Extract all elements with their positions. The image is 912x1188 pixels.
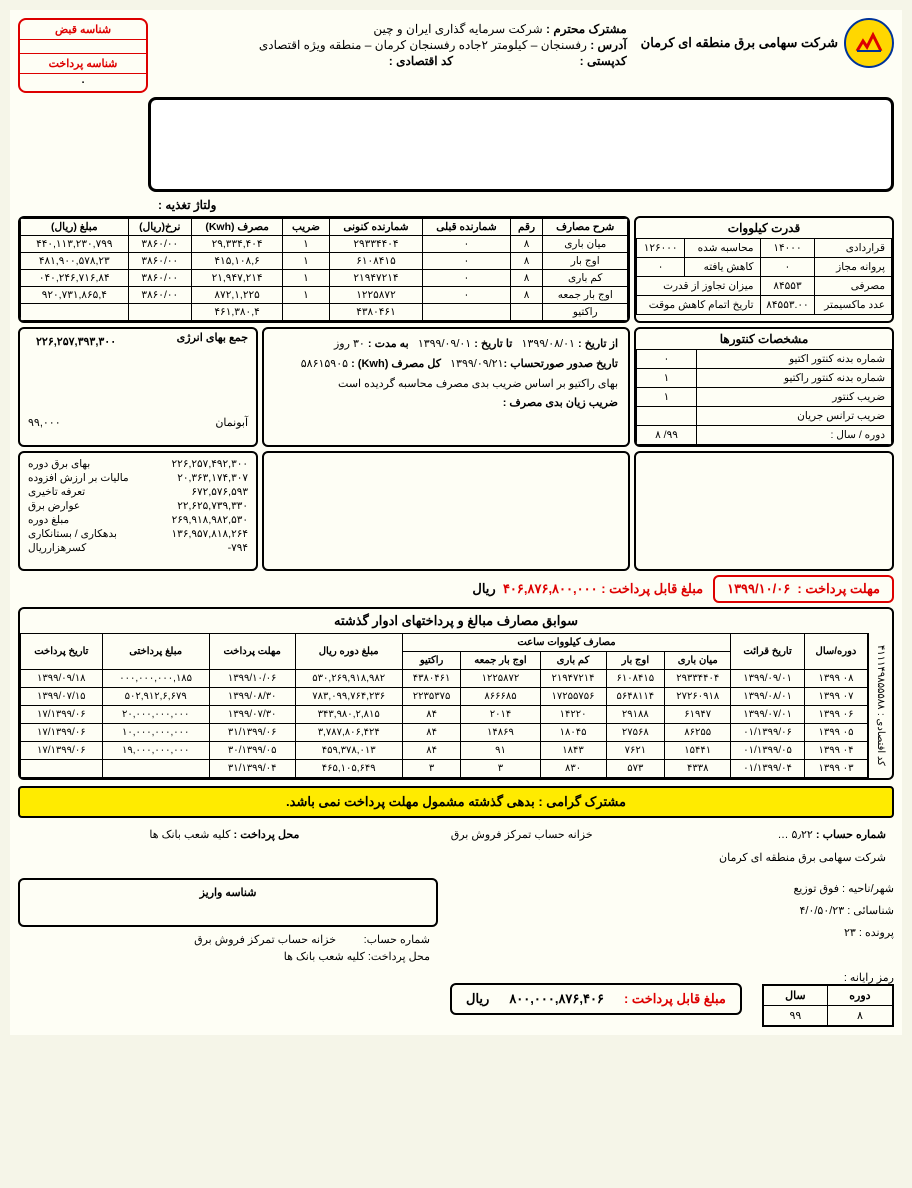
history-table: دوره/سال تاریخ قرائت مصارف کیلووات ساعت … [20, 633, 868, 778]
usage-table: شرح مصارفرقمشمارنده قبلیشمارنده کنونیضری… [20, 218, 628, 321]
kw-table: قراردادی١۴٠٠٠محاسبه شده١٢۶٠٠٠ پروانه مجا… [636, 238, 892, 315]
customer-name: شرکت سرمایه گذاری ایران و چین [373, 22, 542, 36]
company-line: شرکت سهامی برق منطقه ای کرمان [18, 847, 894, 868]
bill-document: شرکت سهامی برق منطقه ای کرمان مشترک محتر… [10, 10, 902, 1035]
meter-table: شماره بدنه کنتور اکتیو٠شماره بدنه کنتور … [636, 349, 892, 445]
deposit-box: شناسه واریز [18, 878, 438, 927]
usage-box: شرح مصارفرقمشمارنده قبلیشمارنده کنونیضری… [18, 216, 630, 323]
ramz-area: رمز رایانه : دورهسال ٨٩٩ [762, 971, 894, 1027]
account-info-row: شماره حساب : ۵٫٢٢ … خزانه حساب تمرکز فرو… [18, 824, 894, 845]
history-title: سوابق مصارف مبالغ و پرداختهای ادوار گذشت… [20, 609, 892, 633]
blank-box-1 [634, 451, 894, 571]
yellow-notice: مشترک گرامی : بدهی گذشته مشمول مهلت پردا… [18, 786, 894, 818]
deadline-box: مهلت پرداخت : ١٣٩٩/١٠/٠۶ [713, 575, 894, 603]
bill-id-value [20, 40, 146, 54]
deposit-area: شناسه واریز شماره حساب: خزانه حساب تمرکز… [18, 878, 438, 965]
header: شرکت سهامی برق منطقه ای کرمان مشترک محتر… [18, 18, 894, 93]
final-row: رمز رایانه : دورهسال ٨٩٩ مبلغ قابل پرداخ… [18, 971, 894, 1027]
payable-line: مبلغ قابل پرداخت : ۴٠۶,٨٧۶,٨٠٠,٠٠٠ ریال [472, 581, 703, 597]
deadline-bar: مهلت پرداخت : ١٣٩٩/١٠/٠۶ مبلغ قابل پرداخ… [18, 575, 894, 603]
company-name: شرکت سهامی برق منطقه ای کرمان [641, 35, 838, 51]
volt-label: ولتاژ تغذیه : [158, 198, 216, 212]
company-logo-icon [844, 18, 894, 68]
pay-id-label: شناسه پرداخت [20, 54, 146, 74]
address-label: آدرس : [590, 38, 626, 52]
bottom-section: شهر/ناحیه : فوق توزیع شناسائی : ۴/٠/۵٠/٢… [18, 878, 894, 965]
redacted-area [148, 97, 894, 192]
location-info: شهر/ناحیه : فوق توزیع شناسائی : ۴/٠/۵٠/٢… [468, 878, 894, 944]
econ-code-side: کد اقتصادی : ۴١١١۴٩٨۵۵۵٨٨ [868, 633, 892, 778]
bill-id-label: شناسه قبض [20, 20, 146, 40]
meter-box: مشخصات کنتورها شماره بدنه کنتور اکتیو٠شم… [634, 327, 894, 447]
ramz-table: دورهسال ٨٩٩ [762, 984, 894, 1027]
customer-label: مشترک محترم : [546, 22, 627, 36]
breakdown-row: ٢٢۶,٢۵٧,۴٩٢,٣٠٠بهای برق دوره٢٠,٣۶٣,١٧۴,٣… [18, 451, 894, 571]
address-value: رفسنجان – کیلومتر ۲جاده رفسنجان کرمان – … [259, 38, 587, 52]
econ-label: کد اقتصادی : [389, 54, 453, 68]
logo-area: شرکت سهامی برق منطقه ای کرمان [641, 18, 894, 68]
kw-box: قدرت کیلووات قراردادی١۴٠٠٠محاسبه شده١٢۶٠… [634, 216, 894, 323]
final-payable-box: مبلغ قابل پرداخت : ۴٠۶,٨٧۶,٨٠٠,٠٠٠ ریال [450, 983, 742, 1015]
customer-box: مشترک محترم : شرکت سرمایه گذاری ایران و … [154, 18, 635, 72]
id-box: شناسه قبض شناسه پرداخت ٠ [18, 18, 148, 93]
kw-title: قدرت کیلووات [636, 218, 892, 238]
meter-title: مشخصات کنتورها [636, 329, 892, 349]
blank-box-2 [262, 451, 630, 571]
breakdown-box: ٢٢۶,٢۵٧,۴٩٢,٣٠٠بهای برق دوره٢٠,٣۶٣,١٧۴,٣… [18, 451, 258, 571]
history-box: سوابق مصارف مبالغ و پرداختهای ادوار گذشت… [18, 607, 894, 780]
postal-label: کدپستی : [580, 54, 627, 68]
energy-box: جمع بهای انرژی٢٢۶,٢۵٧,٣٩٣,٣٠٠ آبونمان٩٩,… [18, 327, 258, 447]
meter-period-row: مشخصات کنتورها شماره بدنه کنتور اکتیو٠شم… [18, 327, 894, 447]
power-usage-row: قدرت کیلووات قراردادی١۴٠٠٠محاسبه شده١٢۶٠… [18, 216, 894, 323]
period-box: از تاریخ : ١٣٩٩/٠٨/٠١ تا تاریخ : ١٣٩٩/٠٩… [262, 327, 630, 447]
pay-id-value: ٠ [20, 74, 146, 91]
